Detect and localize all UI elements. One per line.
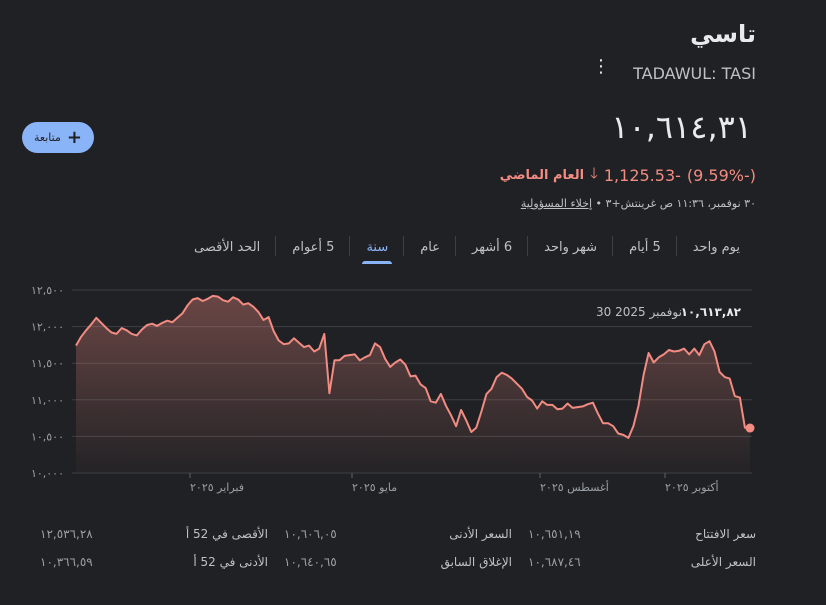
tab-label: 5 أعوام [292,239,335,255]
tab-label: 5 أيام [629,239,661,255]
tab-1-month[interactable]: شهر واحد [528,229,614,265]
stat-value: ١٠,٦٥١,١٩ [528,527,581,541]
tab-6-months[interactable]: 6 أشهر [456,229,529,265]
y-tick-label: ١٢,٥٠٠ [31,284,64,297]
stat-open: سعر الافتتاح ١٠,٦٥١,١٩ [512,527,756,541]
series-area [76,295,750,473]
tab-label: الحد الأقصى [194,239,261,255]
x-tick-label: مايو ٢٠٢٥ [352,481,397,494]
stat-label: الإغلاق السابق [440,555,512,569]
y-tick-label: ١٠,٥٠٠ [31,430,64,443]
stats-row: السعر الأعلى ١٠,٦٨٧,٤٦ الإغلاق السابق ١٠… [22,548,756,576]
range-tabs: يوم واحد 5 أيام شهر واحد 6 أشهر عام سنة … [160,229,756,265]
stat-label: سعر الافتتاح [695,527,756,541]
tab-label: يوم واحد [692,239,740,255]
tooltip-value: ١٠,٦١٣,٨٢ [681,305,742,319]
ticker-symbol: TADAWUL: TASI [633,64,756,83]
index-title: تاسي [690,20,756,48]
follow-button[interactable]: متابعة + [22,122,94,153]
stat-label: الأدنى في 52 أ [193,555,268,569]
stat-value: ١٢,٥٣٦,٢٨ [40,527,93,541]
x-tick-label: أغسطس ٢٠٢٥ [540,480,609,494]
stat-label: الأقصى في 52 أ [185,527,268,541]
stat-value: ١٠,٦٠٦,٠٥ [284,527,337,541]
quote-timestamp: ٣٠ نوفمبر، ١١:٣٦ ص غرينتش+٣ [605,197,756,210]
stat-52w-high: الأقصى في 52 أ ١٢,٥٣٦,٢٨ [24,527,268,541]
follow-label: متابعة [34,131,61,144]
tab-1-year[interactable]: سنة [350,229,405,265]
stats-row: سعر الافتتاح ١٠,٦٥١,١٩ السعر الأدنى ١٠,٦… [22,520,756,548]
x-tick-label: أكتوبر ٢٠٢٥ [665,480,719,494]
x-tick-label: فبراير ٢٠٢٥ [190,481,244,494]
tab-5-days[interactable]: 5 أيام [613,229,677,265]
stat-label: السعر الأعلى [690,555,756,569]
tab-label: 6 أشهر [472,239,513,255]
y-tick-label: ١٠,٠٠٠ [31,467,64,480]
key-stats: سعر الافتتاح ١٠,٦٥١,١٩ السعر الأدنى ١٠,٦… [22,520,756,576]
series-line [75,294,751,439]
y-tick-label: ١١,٥٠٠ [31,357,64,370]
current-price: ١٠,٦١٤,٣١ [611,108,752,146]
change-period: العام الماضي [499,168,585,183]
tab-max[interactable]: الحد الأقصى [178,229,277,265]
tab-label: سنة [366,239,389,255]
tooltip-date: 30 نوفمبر 2025 [596,305,682,320]
y-tick-label: ١١,٠٠٠ [31,394,64,407]
stat-value: ١٠,٦٤٠,٦٥ [284,555,337,569]
change-percent: (-9.59%) [686,166,756,185]
stat-prev-close: الإغلاق السابق ١٠,٦٤٠,٦٥ [268,555,512,569]
y-tick-label: ١٢,٠٠٠ [31,321,64,334]
more-vert-icon[interactable]: ⋮ [592,56,610,77]
plus-icon: + [66,126,82,148]
tab-5-years[interactable]: 5 أعوام [276,229,351,265]
tab-1-day[interactable]: يوم واحد [677,229,756,265]
stat-52w-low: الأدنى في 52 أ ١٠,٣٦٦,٥٩ [24,555,268,569]
change-value: -1,125.53 [603,166,681,185]
stat-label: السعر الأدنى [449,527,512,541]
disclaimer-link[interactable]: إخلاء المسؤولية [520,197,593,210]
latest-point [745,423,755,433]
stat-low: السعر الأدنى ١٠,٦٠٦,٠٥ [268,527,512,541]
meta-separator: • [595,197,603,210]
stat-value: ١٠,٣٦٦,٥٩ [40,555,93,569]
chart-tooltip: ١٠,٦١٣,٨٢ 30 نوفمبر 2025 [588,297,752,325]
arrow-down-icon: 🡓 [590,164,598,182]
price-change: (-9.59%) -1,125.53 🡓 العام الماضي [500,163,756,188]
tab-label: عام [420,239,441,255]
tab-ytd[interactable]: عام [404,229,456,265]
stat-high: السعر الأعلى ١٠,٦٨٧,٤٦ [512,555,756,569]
tab-label: شهر واحد [544,239,598,255]
quote-meta: ٣٠ نوفمبر، ١١:٣٦ ص غرينتش+٣ • إخلاء المس… [521,197,756,210]
stat-value: ١٠,٦٨٧,٤٦ [528,555,581,569]
price-chart[interactable]: ١٠,٠٠٠ ١٠,٥٠٠ ١١,٠٠٠ ١١,٥٠٠ ١٢,٠٠٠ ١٢,٥٠٠ فبر… [0,275,826,505]
